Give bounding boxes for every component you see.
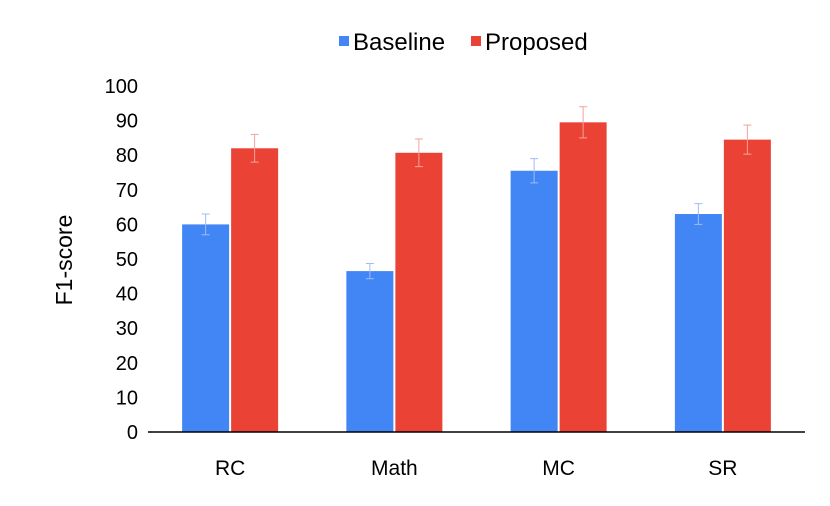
bar-proposed-rc [231,148,279,432]
y-tick-label: 0 [127,422,138,444]
error-bars [201,106,752,280]
y-tick-label: 60 [116,214,138,236]
bar-proposed-mc [559,122,607,432]
y-tick-label: 20 [116,353,138,375]
y-tick-label: 10 [116,387,138,409]
x-axis: RC Math MC SR [215,457,738,480]
y-tick-label: 30 [116,318,138,340]
y-tick-label: 40 [116,284,138,306]
y-tick-label: 50 [116,249,138,271]
x-tick-label: MC [542,457,575,480]
legend-label-proposed: Proposed [485,29,588,56]
legend-swatch-baseline [339,36,349,46]
bar-proposed-sr [723,139,771,432]
y-tick-label: 100 [105,76,138,98]
x-tick-label: SR [708,457,737,480]
y-axis: 0 10 20 30 40 50 60 70 80 90 100 [105,76,138,444]
y-axis-label: F1-score [51,215,77,306]
bar-proposed-math [395,152,443,432]
legend-label-baseline: Baseline [353,29,445,56]
y-tick-label: 70 [116,180,138,202]
y-tick-label: 90 [116,111,138,133]
x-tick-label: RC [215,457,245,480]
y-tick-label: 80 [116,145,138,167]
bar-baseline-sr [674,214,722,432]
bars [182,122,771,432]
bar-baseline-math [346,271,394,432]
legend-swatch-proposed [471,36,481,46]
bar-baseline-mc [510,170,558,432]
x-tick-label: Math [371,457,418,480]
bar-baseline-rc [182,224,230,432]
legend: Baseline Proposed [339,29,588,56]
